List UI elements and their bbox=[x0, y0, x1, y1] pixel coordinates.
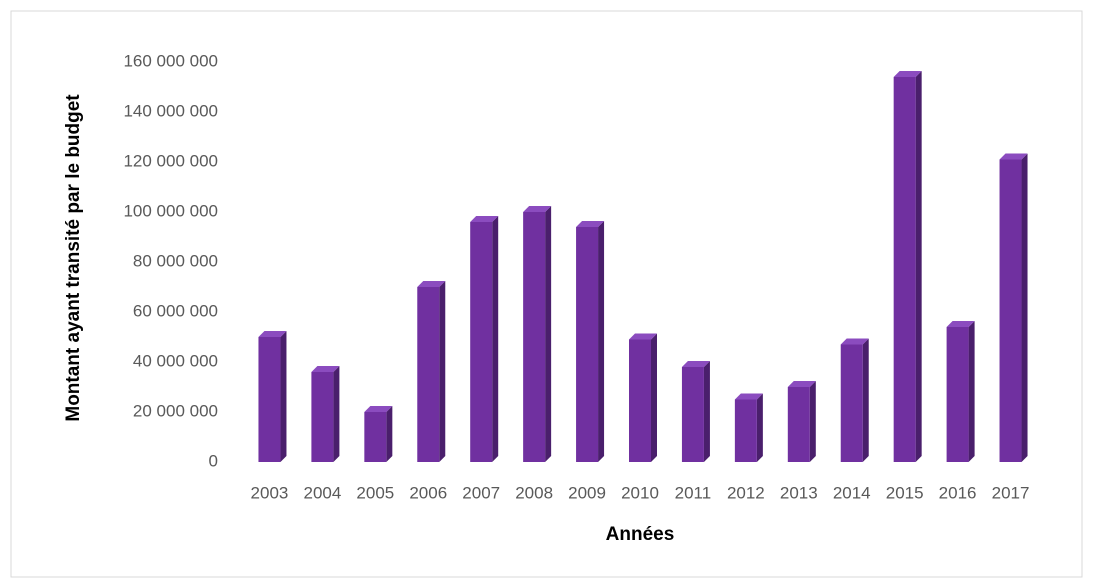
bar-front bbox=[311, 372, 334, 462]
x-tick-label: 2017 bbox=[992, 483, 1030, 502]
bar-top bbox=[470, 216, 499, 222]
bar-side bbox=[756, 393, 763, 462]
bar-top bbox=[999, 153, 1028, 160]
bar bbox=[576, 221, 605, 462]
bar bbox=[470, 216, 499, 462]
y-tick-label: 40 000 000 bbox=[133, 351, 218, 370]
bar-side bbox=[333, 366, 340, 462]
y-tick-label: 0 bbox=[209, 451, 218, 470]
x-axis-title: Années bbox=[606, 524, 675, 545]
y-tick-label: 140 000 000 bbox=[123, 101, 218, 120]
bar-side bbox=[809, 381, 816, 462]
x-tick-label: 2008 bbox=[515, 483, 553, 502]
bar bbox=[999, 153, 1028, 462]
bar-front bbox=[893, 77, 916, 462]
bar-front bbox=[364, 412, 387, 462]
x-tick-label: 2010 bbox=[621, 483, 659, 502]
bar-top bbox=[258, 331, 287, 337]
x-tick-label: 2014 bbox=[833, 483, 871, 502]
bar-side bbox=[386, 406, 393, 462]
bar-top bbox=[311, 366, 340, 372]
bar bbox=[946, 321, 975, 462]
x-tick-label: 2006 bbox=[409, 483, 447, 502]
bar-top bbox=[840, 338, 869, 345]
bar-front bbox=[734, 399, 757, 462]
bar-top bbox=[629, 333, 657, 340]
y-tick-label: 80 000 000 bbox=[133, 251, 218, 270]
bar-front bbox=[470, 222, 493, 462]
bar-side bbox=[703, 361, 710, 462]
bar-front bbox=[258, 337, 281, 462]
bar-top bbox=[681, 361, 710, 367]
bar-front bbox=[840, 344, 863, 462]
bar-side bbox=[1021, 153, 1028, 462]
bar-top bbox=[523, 206, 552, 212]
bar bbox=[893, 71, 922, 462]
bar-side bbox=[915, 71, 922, 462]
bar-side bbox=[439, 281, 446, 462]
bar bbox=[787, 381, 816, 462]
bar bbox=[364, 406, 393, 462]
y-tick-label: 160 000 000 bbox=[123, 51, 218, 70]
bar-top bbox=[893, 71, 922, 77]
x-tick-label: 2004 bbox=[303, 483, 341, 502]
bar bbox=[311, 366, 340, 462]
x-tick-label: 2012 bbox=[727, 483, 765, 502]
bar-front bbox=[787, 387, 810, 462]
bar-side bbox=[862, 338, 869, 462]
bar-side bbox=[545, 206, 552, 462]
bar-side bbox=[968, 321, 975, 462]
y-axis-title: Montant ayant transité par le budget bbox=[63, 94, 84, 422]
bar bbox=[417, 281, 446, 462]
bar-top bbox=[787, 381, 816, 387]
x-tick-label: 2003 bbox=[251, 483, 289, 502]
bar-front bbox=[417, 287, 440, 462]
bar bbox=[734, 393, 763, 462]
y-tick-label: 60 000 000 bbox=[133, 301, 218, 320]
bar bbox=[681, 361, 710, 462]
bar bbox=[629, 333, 657, 462]
bar-front bbox=[576, 227, 599, 462]
bar bbox=[258, 331, 287, 462]
bar bbox=[523, 206, 552, 462]
bar bbox=[840, 338, 869, 462]
x-tick-label: 2007 bbox=[462, 483, 500, 502]
bar-side bbox=[492, 216, 499, 462]
bar-front bbox=[523, 212, 546, 462]
y-tick-label: 100 000 000 bbox=[123, 201, 218, 220]
x-tick-label: 2011 bbox=[675, 483, 712, 502]
bar-front bbox=[946, 327, 969, 462]
x-tick-label: 2016 bbox=[939, 483, 977, 502]
x-tick-label: 2015 bbox=[886, 483, 924, 502]
bar-top bbox=[946, 321, 975, 327]
x-tick-label: 2013 bbox=[780, 483, 818, 502]
x-tick-label: 2009 bbox=[568, 483, 606, 502]
bar-top bbox=[364, 406, 393, 412]
bar-top bbox=[417, 281, 446, 287]
bar-front bbox=[629, 339, 651, 462]
bar-side bbox=[598, 221, 605, 462]
y-tick-label: 20 000 000 bbox=[133, 401, 218, 420]
bar-side bbox=[280, 331, 287, 462]
bar-front bbox=[681, 367, 704, 462]
bar-top bbox=[576, 221, 605, 227]
bar-side bbox=[651, 333, 657, 462]
bar-front bbox=[999, 159, 1022, 462]
y-tick-label: 120 000 000 bbox=[123, 151, 218, 170]
x-tick-label: 2005 bbox=[356, 483, 394, 502]
bar-top bbox=[734, 393, 763, 400]
